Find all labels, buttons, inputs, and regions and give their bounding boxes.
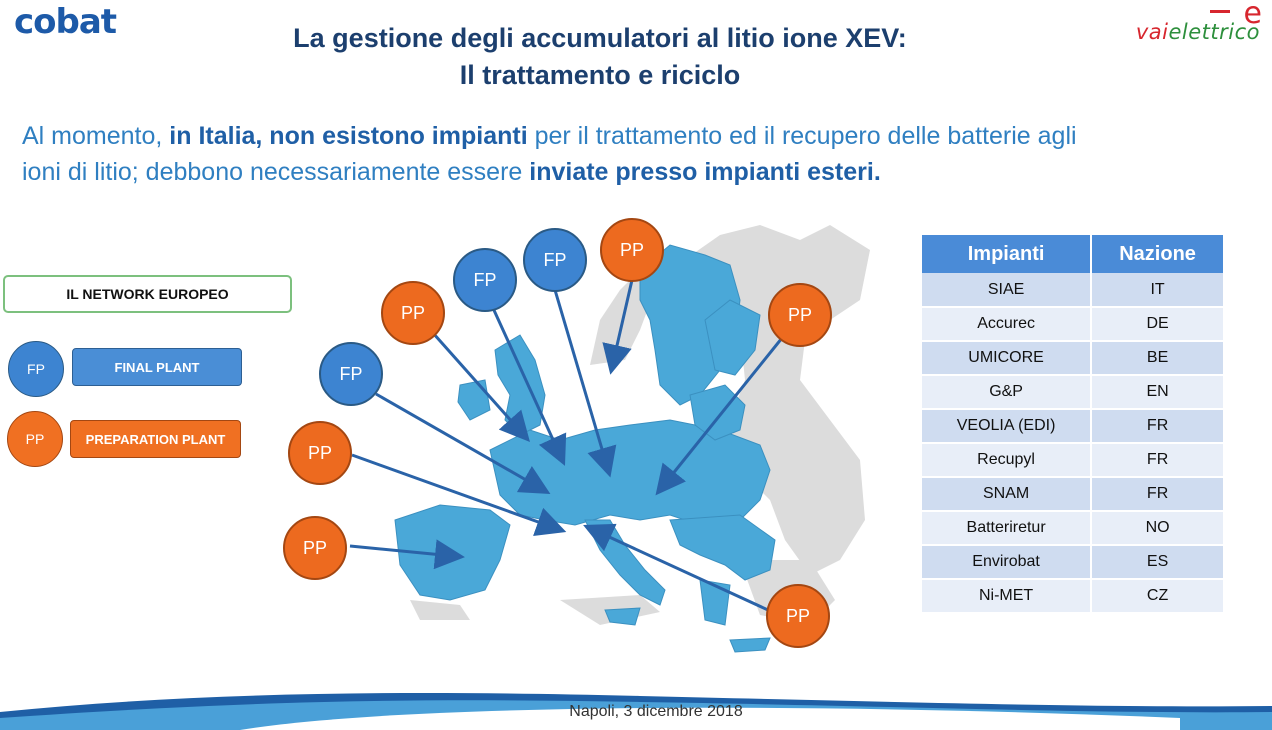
logo-word-elettrico: elettrico xyxy=(1168,20,1260,44)
slide-title: La gestione degli accumulatori al litio … xyxy=(180,20,1020,94)
intro-emphasis: in Italia, non esistono impianti xyxy=(169,122,528,150)
cell-plant: Envirobat xyxy=(922,545,1093,580)
intro-line-1: Al momento, in Italia, non esistono impi… xyxy=(22,118,1272,154)
map-marker-fp: FP xyxy=(523,228,587,292)
arrow-fp-3 xyxy=(553,289,617,478)
cell-plant: Recupyl xyxy=(922,443,1093,478)
legend-pp-label: PREPARATION PLANT xyxy=(70,420,241,458)
map-marker-pp: PP xyxy=(288,421,352,485)
intro-line-2: ioni di litio; debbono necessariamente e… xyxy=(22,154,1272,190)
table-row: UMICORE BE xyxy=(922,341,1223,376)
table-row: VEOLIA (EDI) FR xyxy=(922,409,1223,444)
table-row: Batteriretur NO xyxy=(922,511,1223,546)
table-row: G&P EN xyxy=(922,375,1223,410)
cell-country: CZ xyxy=(1091,579,1223,614)
arrow-pp-6 xyxy=(583,523,769,612)
arrow-pp-5 xyxy=(349,539,465,570)
cell-plant: VEOLIA (EDI) xyxy=(922,409,1093,444)
table-row: Recupyl FR xyxy=(922,443,1223,478)
map-marker-pp: PP xyxy=(283,516,347,580)
intro-text: Al momento, xyxy=(22,122,170,150)
footer-date: Napoli, 3 dicembre 2018 xyxy=(569,703,743,720)
arrow-pp-3 xyxy=(655,337,784,496)
arrow-pp-1 xyxy=(431,332,530,442)
cell-country: ES xyxy=(1091,545,1223,580)
cell-plant: Accurec xyxy=(922,307,1093,342)
cell-country: FR xyxy=(1091,409,1223,444)
cell-plant: SNAM xyxy=(922,477,1093,512)
cell-country: BE xyxy=(1091,341,1223,376)
table-row: Envirobat ES xyxy=(922,545,1223,580)
table-header-row: Impianti Nazione xyxy=(922,235,1223,273)
table-row: SIAE IT xyxy=(922,273,1223,308)
intro-emphasis: inviate presso impianti esteri. xyxy=(529,158,881,186)
intro-text: ioni di litio; debbono necessariamente e… xyxy=(22,158,530,186)
cell-plant: Ni-MET xyxy=(922,579,1093,614)
legend-fp-label: FINAL PLANT xyxy=(72,348,242,386)
vaielettrico-logo: e vaielettrico xyxy=(1104,0,1264,46)
intro-paragraph: Al momento, in Italia, non esistono impi… xyxy=(22,118,1272,190)
cobat-logo: cobat xyxy=(14,2,117,42)
footer-wave xyxy=(0,693,1272,730)
cell-country: FR xyxy=(1091,477,1223,512)
arrow-pp-4 xyxy=(351,453,567,537)
arrow-fp-1 xyxy=(375,392,551,494)
logo-e-mark: e xyxy=(1243,0,1262,31)
table-row: SNAM FR xyxy=(922,477,1223,512)
cell-country: DE xyxy=(1091,307,1223,342)
plants-table: Impianti Nazione SIAE IT Accurec DE UMICOR… xyxy=(922,235,1223,614)
map-marker-pp: PP xyxy=(768,283,832,347)
cell-country: FR xyxy=(1091,443,1223,478)
arrow-pp-2 xyxy=(602,279,634,375)
title-line-1: La gestione degli accumulatori al litio … xyxy=(293,23,907,53)
cell-plant: SIAE xyxy=(922,273,1093,308)
arrow-fp-2 xyxy=(491,307,567,466)
cell-country: NO xyxy=(1091,511,1223,546)
cell-plant: UMICORE xyxy=(922,341,1093,376)
legend-fp-badge: FP xyxy=(8,341,64,397)
map-eu-regions xyxy=(394,244,776,653)
logo-dash-icon xyxy=(1210,10,1230,13)
cell-country: IT xyxy=(1091,273,1223,308)
cell-country: EN xyxy=(1091,375,1223,410)
legend-pp-badge: PP xyxy=(7,411,63,467)
title-line-2: Il trattamento e riciclo xyxy=(459,60,741,90)
map-marker-pp: PP xyxy=(600,218,664,282)
table-row: Accurec DE xyxy=(922,307,1223,342)
column-header-impianti: Impianti xyxy=(922,235,1093,273)
logo-wordmark: vaielettrico xyxy=(1136,20,1260,44)
logo-word-vai: vai xyxy=(1135,20,1169,44)
intro-text: per il trattamento ed il recupero delle … xyxy=(527,122,1077,150)
network-title-box: IL NETWORK EUROPEO xyxy=(3,275,292,313)
map-marker-fp: FP xyxy=(453,248,517,312)
map-marker-fp: FP xyxy=(319,342,383,406)
column-header-nazione: Nazione xyxy=(1091,235,1223,273)
cell-plant: G&P xyxy=(922,375,1093,410)
cell-plant: Batteriretur xyxy=(922,511,1093,546)
map-arrows xyxy=(349,279,784,612)
map-marker-pp: PP xyxy=(381,281,445,345)
map-marker-pp: PP xyxy=(766,584,830,648)
table-row: Ni-MET CZ xyxy=(922,579,1223,614)
